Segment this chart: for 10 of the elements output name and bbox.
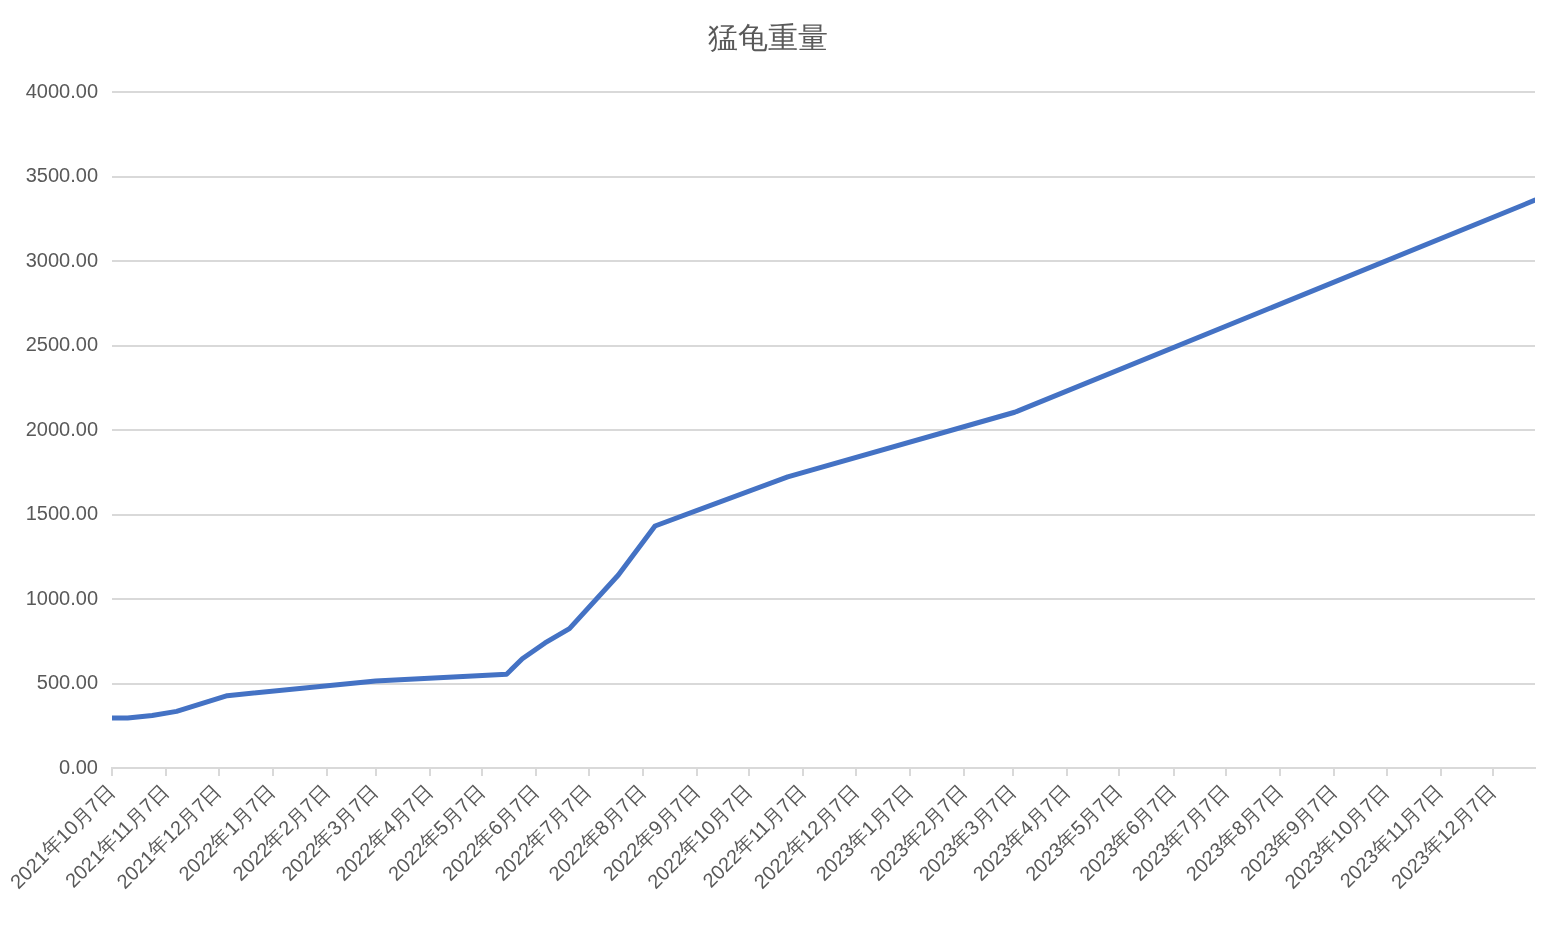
y-tick-label: 0.00 — [59, 755, 98, 778]
y-tick-label: 1500.00 — [25, 502, 98, 525]
y-tick-label: 500.00 — [36, 671, 98, 694]
y-tick-label: 3500.00 — [25, 164, 98, 187]
y-tick-label: 4000.00 — [25, 79, 98, 102]
y-tick-label: 3000.00 — [25, 248, 98, 271]
y-tick-label: 2500.00 — [25, 333, 98, 356]
chart-title: 猛龟重量 — [707, 21, 828, 55]
y-tick-label: 1000.00 — [25, 586, 98, 609]
y-tick-label: 2000.00 — [25, 417, 98, 440]
